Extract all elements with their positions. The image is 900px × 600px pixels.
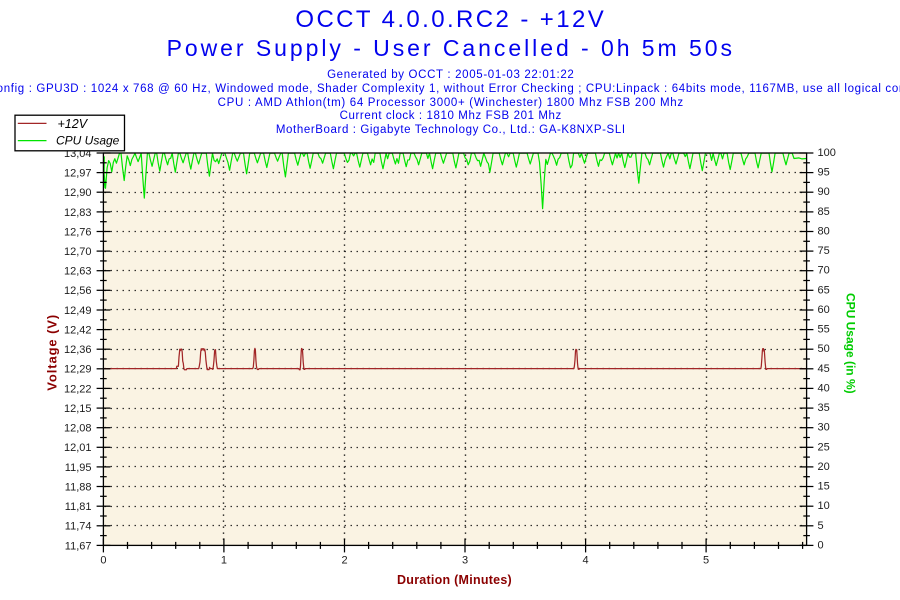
svg-text:35: 35 — [818, 402, 830, 414]
svg-text:25: 25 — [818, 441, 830, 453]
svg-text:12,42: 12,42 — [64, 325, 92, 337]
svg-text:55: 55 — [818, 324, 830, 336]
svg-text:11,81: 11,81 — [65, 501, 92, 513]
svg-text:5: 5 — [818, 520, 824, 532]
svg-text:0: 0 — [100, 555, 106, 567]
svg-text:12,97: 12,97 — [64, 168, 92, 180]
svg-text:11,88: 11,88 — [65, 481, 92, 493]
svg-text:12,01: 12,01 — [64, 442, 92, 454]
svg-text:12,76: 12,76 — [64, 226, 92, 238]
svg-text:45: 45 — [818, 363, 830, 375]
svg-text:12,08: 12,08 — [64, 423, 92, 435]
svg-text:80: 80 — [818, 226, 830, 238]
svg-text:12,70: 12,70 — [64, 246, 92, 258]
svg-text:2: 2 — [341, 555, 347, 567]
svg-text:12,49: 12,49 — [64, 305, 92, 317]
svg-text:Duration (Minutes): Duration (Minutes) — [397, 573, 512, 587]
svg-text:11,95: 11,95 — [65, 462, 92, 474]
svg-text:100: 100 — [818, 147, 836, 159]
svg-text:+12V: +12V — [58, 117, 89, 131]
svg-text:12,36: 12,36 — [64, 344, 92, 356]
svg-text:12,56: 12,56 — [64, 285, 92, 297]
svg-text:11,74: 11,74 — [65, 521, 92, 533]
svg-text:12,90: 12,90 — [64, 187, 92, 199]
svg-text:90: 90 — [818, 186, 830, 198]
svg-text:4: 4 — [583, 555, 589, 567]
svg-text:12,29: 12,29 — [64, 364, 92, 376]
svg-text:60: 60 — [818, 304, 830, 316]
svg-text:65: 65 — [818, 284, 830, 296]
svg-text:CPU Usage: CPU Usage — [56, 134, 120, 148]
svg-text:75: 75 — [818, 245, 830, 257]
svg-text:Voltage (V): Voltage (V) — [45, 314, 60, 391]
svg-text:11,67: 11,67 — [65, 540, 92, 552]
svg-text:12,15: 12,15 — [64, 403, 92, 415]
svg-text:5: 5 — [703, 555, 709, 567]
svg-text:12,63: 12,63 — [64, 266, 92, 278]
svg-text:85: 85 — [818, 206, 830, 218]
svg-text:50: 50 — [818, 343, 830, 355]
svg-text:95: 95 — [818, 167, 830, 179]
svg-text:10: 10 — [818, 500, 830, 512]
svg-text:3: 3 — [462, 555, 468, 567]
svg-text:0: 0 — [818, 539, 824, 551]
svg-text:1: 1 — [221, 555, 227, 567]
svg-text:CPU Usage (in %): CPU Usage (in %) — [843, 293, 857, 394]
svg-text:40: 40 — [818, 382, 830, 394]
svg-text:12,22: 12,22 — [64, 383, 92, 395]
svg-text:70: 70 — [818, 265, 830, 277]
svg-text:20: 20 — [818, 461, 830, 473]
svg-text:30: 30 — [818, 422, 830, 434]
svg-text:15: 15 — [818, 481, 830, 493]
svg-text:12,83: 12,83 — [64, 207, 92, 219]
